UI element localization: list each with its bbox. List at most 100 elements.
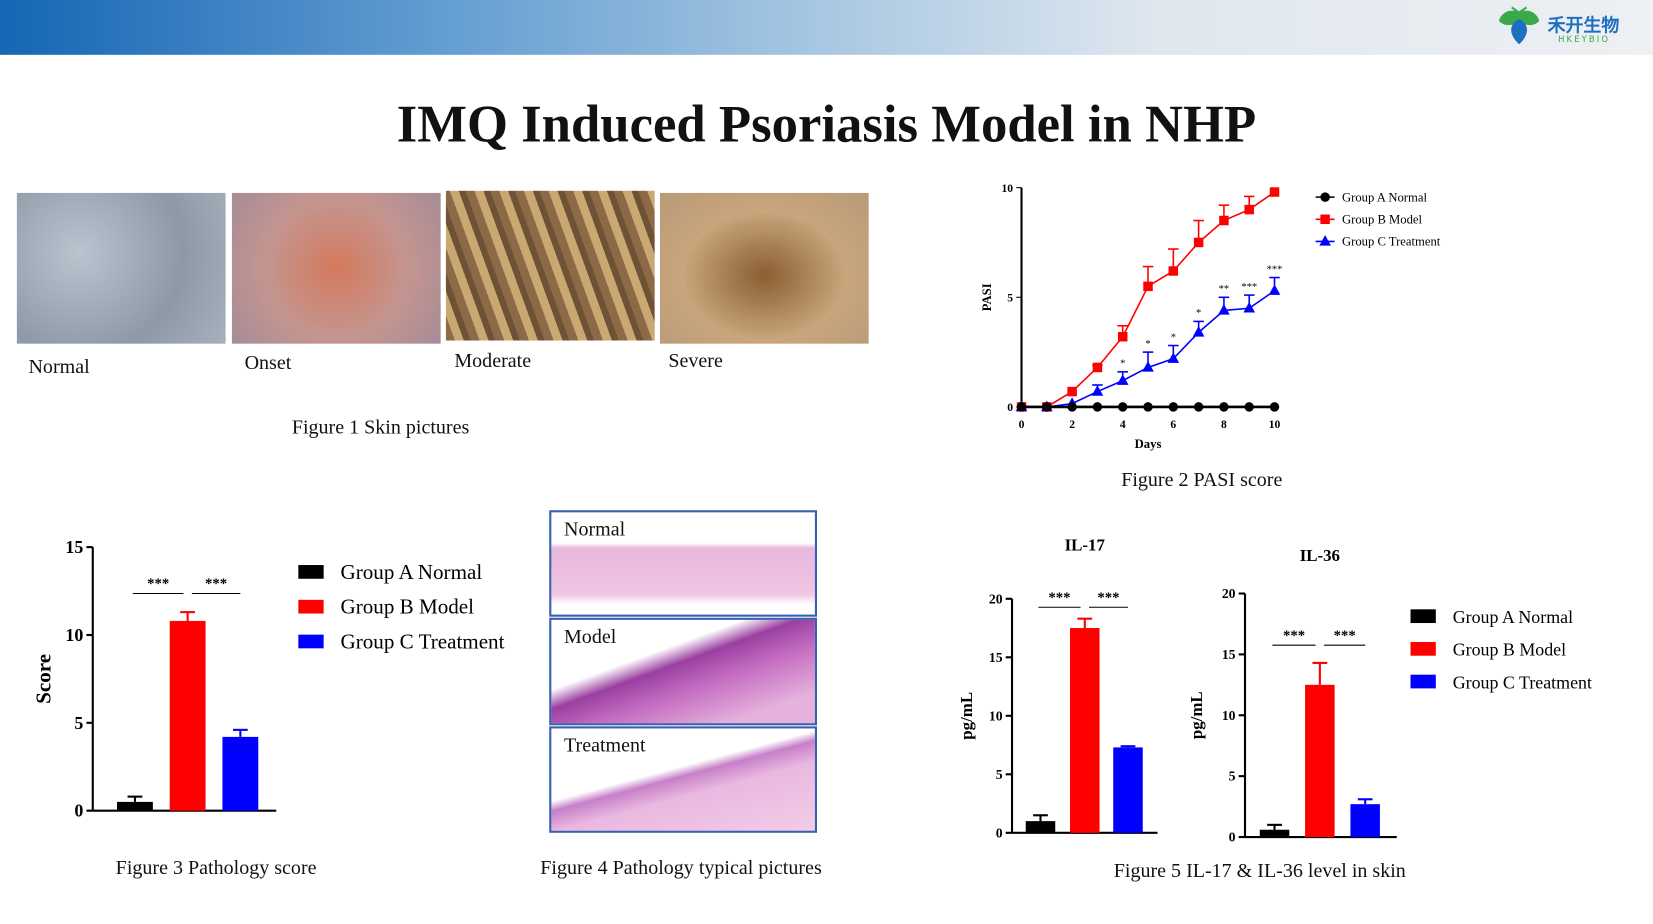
legend-marker (1319, 235, 1331, 246)
bar-c (1113, 747, 1143, 833)
series-line (1021, 191, 1275, 408)
y-axis-label: pg/mL (1187, 691, 1206, 739)
logo: 禾开生物 HKEYBIO (1497, 4, 1634, 50)
figure1-caption: Figure 1 Skin pictures (291, 416, 470, 439)
figure4-caption: Figure 4 Pathology typical pictures (540, 857, 822, 880)
y-axis-label: Score (32, 654, 56, 704)
legend-label: Group C Treatment (341, 629, 505, 653)
legend-marker (1320, 214, 1330, 225)
legend-swatch (298, 565, 324, 579)
significance-label: *** (1334, 628, 1356, 644)
significance-label: *** (1241, 282, 1257, 293)
significance-label: *** (1267, 264, 1283, 275)
data-point (1067, 402, 1077, 412)
data-point (1167, 352, 1180, 363)
bar-b (1070, 628, 1100, 833)
y-tick-label: 20 (989, 591, 1003, 606)
x-tick-label: 10 (1269, 418, 1281, 431)
photo-label-normal: Normal (28, 356, 90, 379)
bar-b (169, 620, 206, 811)
data-point (1143, 281, 1153, 292)
data-point (1218, 304, 1230, 315)
legend-swatch (1410, 674, 1436, 689)
data-point (1269, 187, 1280, 197)
photo-label-onset: Onset (244, 352, 292, 375)
y-tick-label: 10 (1002, 182, 1014, 195)
y-tick-label: 5 (1007, 292, 1013, 305)
significance-label: ** (1219, 284, 1230, 295)
header-bar (0, 0, 1653, 55)
significance-label: * (1171, 332, 1176, 343)
skin-photo-normal (16, 192, 226, 344)
data-point (1193, 402, 1204, 412)
data-point (1268, 284, 1281, 295)
y-tick-label: 0 (1007, 401, 1013, 414)
data-point (1067, 386, 1077, 397)
histology-treatment: Treatment (549, 726, 818, 833)
histology-normal: Normal (549, 510, 818, 617)
data-point (1192, 326, 1205, 337)
significance-label: * (1145, 339, 1150, 350)
histology-label-normal: Normal (563, 518, 626, 541)
data-point (1092, 402, 1103, 412)
y-tick-label: 20 (1222, 586, 1236, 601)
bar-c (222, 736, 259, 811)
x-tick-label: 8 (1221, 418, 1227, 431)
figure5-caption: Figure 5 IL-17 & IL-36 level in skin (1113, 860, 1406, 883)
data-point (1092, 362, 1103, 373)
data-point (1142, 361, 1154, 372)
y-tick-label: 0 (996, 825, 1003, 840)
data-point (1042, 402, 1052, 412)
data-point (1016, 402, 1027, 412)
data-point (1244, 402, 1254, 412)
photo-label-moderate: Moderate (454, 349, 532, 373)
data-point (1244, 204, 1254, 215)
data-point (1091, 385, 1104, 396)
legend-label: Group A Normal (1342, 190, 1427, 204)
legend-label: Group B Model (1342, 212, 1423, 226)
significance-label: *** (1283, 628, 1305, 644)
legend-label: Group C Treatment (1453, 672, 1592, 692)
y-tick-label: 15 (65, 537, 83, 557)
photo-label-severe: Severe (668, 349, 723, 373)
y-tick-label: 10 (1222, 708, 1236, 723)
x-tick-label: 0 (1019, 418, 1025, 431)
significance-label: *** (1097, 590, 1119, 606)
data-point (1193, 237, 1204, 248)
bar-a (1025, 821, 1056, 833)
data-point (1269, 402, 1280, 412)
y-tick-label: 15 (989, 650, 1003, 665)
skin-photo-onset (231, 192, 441, 344)
y-axis-label: PASI (980, 283, 994, 311)
y-axis-label: pg/mL (957, 692, 976, 740)
y-tick-label: 0 (74, 801, 83, 821)
chart-title: IL-36 (1300, 546, 1340, 565)
x-axis-label: Days (1135, 437, 1162, 451)
y-tick-label: 5 (996, 767, 1003, 782)
legend-swatch (298, 599, 324, 614)
x-tick-label: 6 (1170, 418, 1176, 431)
legend-label: Group C Treatment (1342, 235, 1441, 249)
data-point (1117, 402, 1128, 412)
leaf-logo-icon (1499, 6, 1540, 45)
y-tick-label: 5 (1229, 769, 1236, 784)
bar-b (1305, 684, 1335, 838)
x-tick-label: 2 (1069, 418, 1075, 431)
legend-label: Group A Normal (1453, 607, 1573, 627)
x-tick-label: 4 (1120, 418, 1126, 431)
logo-subtext: HKEYBIO (1558, 34, 1611, 45)
significance-label: *** (205, 576, 227, 592)
logo-text: 禾开生物 (1547, 15, 1620, 37)
data-point (1116, 374, 1129, 385)
bar-a (1259, 829, 1290, 838)
y-tick-label: 0 (1229, 830, 1236, 845)
y-tick-label: 10 (989, 708, 1003, 723)
histology-label-model: Model (563, 626, 617, 649)
data-point (1117, 332, 1128, 342)
histology-model: Model (549, 617, 818, 726)
data-point (1143, 402, 1153, 412)
data-point (1243, 301, 1256, 313)
skin-photo-moderate (445, 190, 655, 341)
legend-swatch (1410, 609, 1436, 624)
